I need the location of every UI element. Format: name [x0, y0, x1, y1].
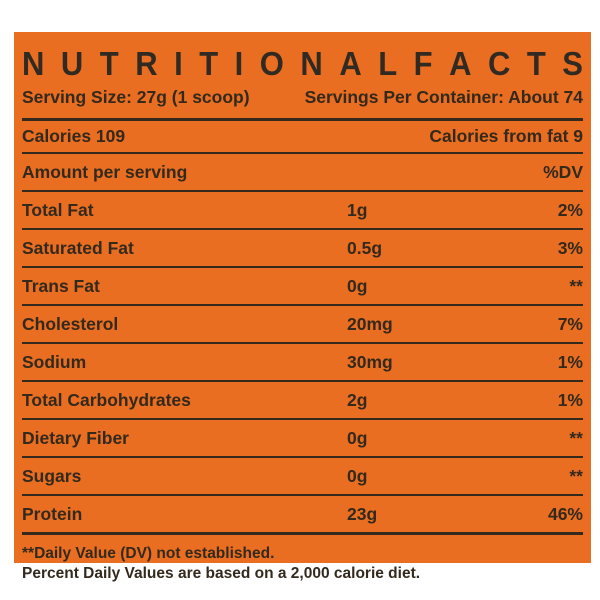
nutrient-amount: 0.5g [347, 237, 383, 258]
nutrient-name: Total Carbohydrates [22, 389, 191, 410]
table-row: Total Fat 1g 2% [22, 190, 583, 228]
nutrient-dv: 3% [557, 237, 583, 258]
serving-info-row: Serving Size: 27g (1 scoop) Servings Per… [22, 82, 583, 113]
footnote-daily-values: Percent Daily Values are based on a 2,00… [22, 565, 421, 582]
calories-from-fat: Calories from fat 9 [429, 126, 583, 146]
nutrient-dv: 1% [557, 389, 583, 410]
nutrient-name: Sodium [22, 351, 87, 372]
servings-per-container: Servings Per Container: About 74 [304, 87, 583, 107]
nutrient-dv: ** [569, 427, 583, 448]
divider-thick-bottom [22, 532, 583, 535]
table-row: Cholesterol 20mg 7% [22, 304, 583, 342]
nutrient-dv: 2% [557, 199, 583, 220]
nutrient-amount: 0g [347, 465, 368, 486]
nutrient-name: Protein [22, 503, 83, 524]
nutrient-name: Trans Fat [22, 275, 100, 296]
footnote-dv-not-established: **Daily Value (DV) not established. [22, 545, 275, 562]
dv-header: %DV [543, 161, 583, 182]
nutrient-name: Dietary Fiber [22, 427, 129, 448]
table-row: Trans Fat 0g ** [22, 266, 583, 304]
nutrient-dv: ** [569, 275, 583, 296]
table-row: Saturated Fat 0.5g 3% [22, 228, 583, 266]
nutrient-dv: ** [569, 465, 583, 486]
table-row: Sodium 30mg 1% [22, 342, 583, 380]
table-row: Protein 23g 46% [22, 494, 583, 532]
nutrient-name: Saturated Fat [22, 237, 134, 258]
nutrient-amount: 20mg [347, 313, 393, 334]
nutrient-dv: 1% [557, 351, 583, 372]
nutrient-name: Sugars [22, 465, 82, 486]
serving-size: Serving Size: 27g (1 scoop) [22, 87, 250, 107]
nutrient-dv: 7% [557, 313, 583, 334]
table-row: Total Carbohydrates 2g 1% [22, 380, 583, 418]
nutrient-name: Cholesterol [22, 313, 119, 334]
nutrient-amount: 1g [347, 199, 368, 220]
table-row: Sugars 0g ** [22, 456, 583, 494]
divider-thick-top [22, 118, 583, 121]
footnotes: **Daily Value (DV) not established. Perc… [22, 535, 583, 584]
amount-per-serving-header: Amount per serving [22, 161, 188, 182]
nutrient-amount: 2g [347, 389, 368, 410]
nutrient-amount: 23g [347, 503, 378, 524]
nutrient-dv: 46% [547, 503, 583, 524]
nutrient-amount: 0g [347, 275, 368, 296]
calories-row: Calories 109 Calories from fat 9 [22, 121, 583, 152]
nutrient-name: Total Fat [22, 199, 94, 220]
nutrient-amount: 30mg [347, 351, 393, 372]
calories-value: Calories 109 [22, 126, 126, 146]
column-header-row: Amount per serving %DV [22, 152, 583, 190]
table-row: Dietary Fiber 0g ** [22, 418, 583, 456]
nutrient-amount: 0g [347, 427, 368, 448]
